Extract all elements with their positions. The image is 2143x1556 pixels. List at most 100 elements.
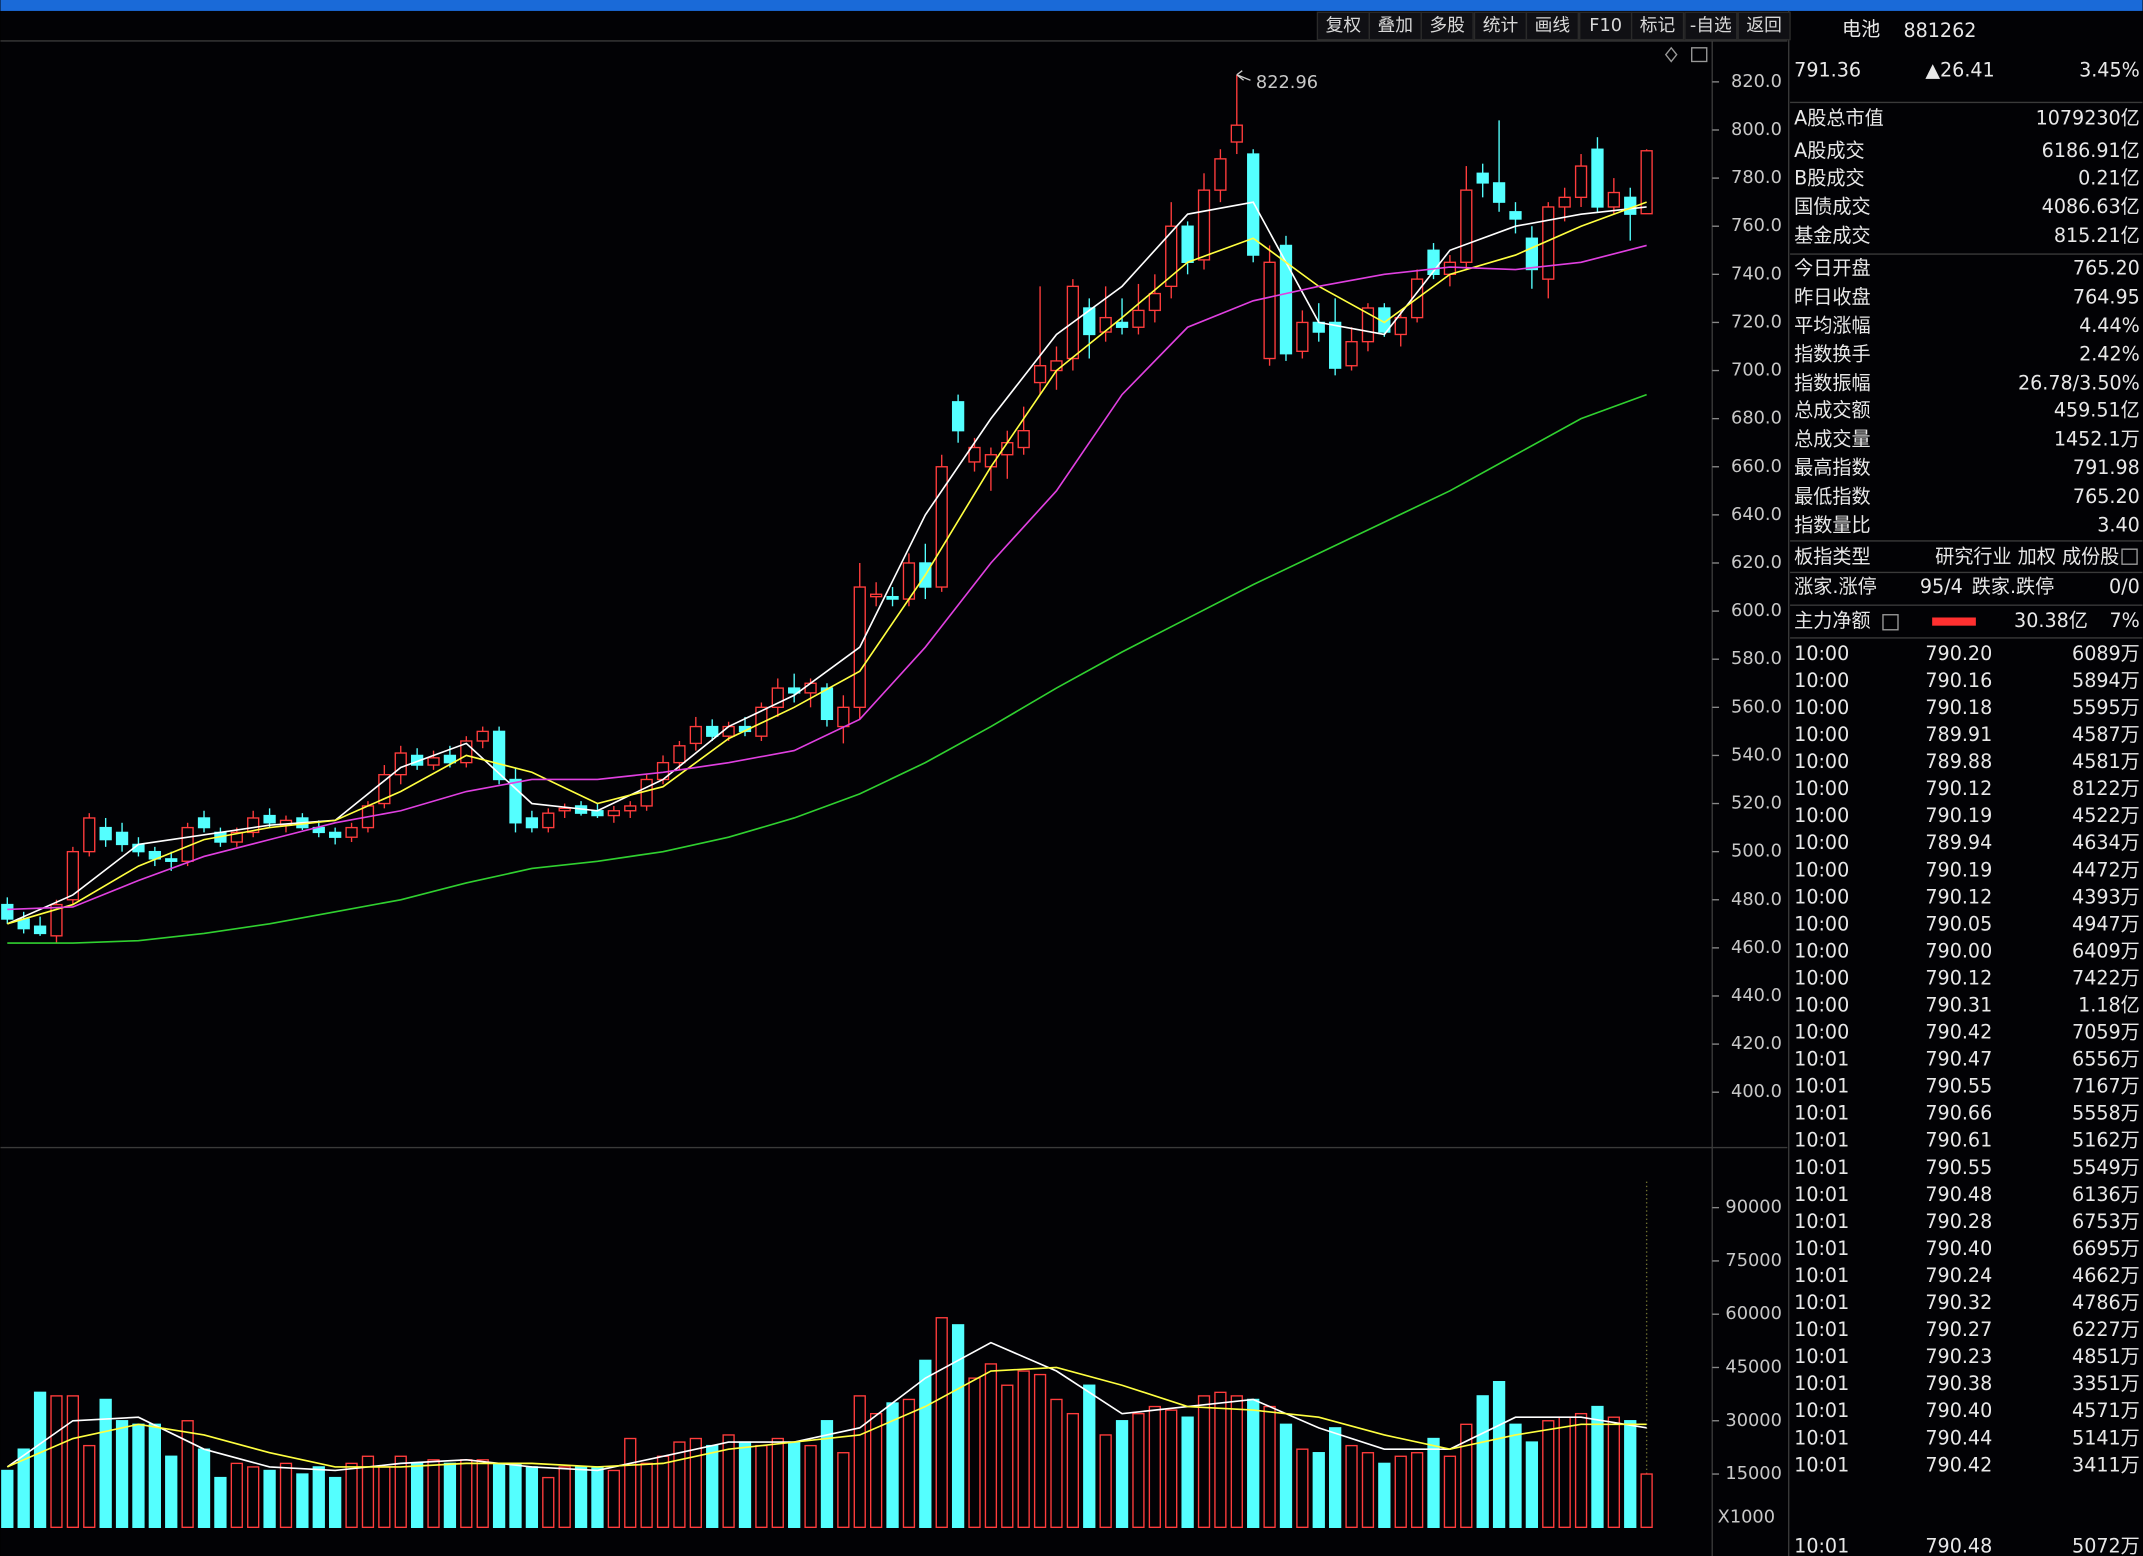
- board-icon[interactable]: [2121, 548, 2138, 565]
- breadth-up: 95/4: [1920, 575, 1963, 598]
- candle-body: [329, 831, 342, 838]
- tick-price: 790.31: [1925, 994, 1992, 1017]
- stat-label: 指数量比: [1794, 513, 1870, 536]
- candle-body: [1525, 237, 1539, 271]
- tick-time: 10:01: [1794, 1399, 1849, 1422]
- volume-bar: [1001, 1384, 1014, 1528]
- volume-bar: [492, 1462, 506, 1528]
- volume-bar: [1361, 1452, 1375, 1528]
- toolbar-button[interactable]: 返回: [1746, 15, 1782, 36]
- candle-body: [722, 725, 735, 737]
- volume-bar: [394, 1455, 407, 1528]
- candle-body: [869, 593, 883, 598]
- candle-body: [1558, 196, 1571, 208]
- toolbar-button[interactable]: 画线: [1535, 15, 1571, 36]
- stat-value: 791.98: [2073, 456, 2140, 479]
- toolbar-button[interactable]: F10: [1589, 16, 1622, 36]
- toolbar-button-bg[interactable]: [1579, 11, 1633, 41]
- toolbar-button-bg[interactable]: [1737, 11, 1791, 41]
- toolbar-button-bg[interactable]: [1420, 11, 1474, 41]
- flow-pct: 7%: [2109, 609, 2139, 632]
- board-label: 板指类型: [1794, 545, 1870, 568]
- volume-bar: [279, 1462, 293, 1528]
- volume-bar: [263, 1469, 276, 1528]
- volume-bar: [378, 1466, 391, 1528]
- stat-value: 1079230亿: [2036, 106, 2140, 129]
- moving-average-line: [7, 201, 1647, 925]
- y-tick-label: 740.0: [1731, 264, 1782, 284]
- stat-label: A股总市值: [1794, 106, 1884, 129]
- quote-panel: 电池 881262 791.36 ▲26.41 3.45% A股总市值 1079230亿 A股…: [1790, 18, 2143, 1556]
- volume-bar: [1115, 1420, 1129, 1528]
- candle-body: [99, 826, 112, 841]
- toolbar-button[interactable]: 标记: [1640, 15, 1676, 36]
- volume-bar: [509, 1462, 522, 1528]
- tick-volume: 3351万: [2072, 1372, 2140, 1395]
- candle-body: [197, 817, 211, 829]
- volume-bar: [771, 1437, 784, 1528]
- candle-body: [1509, 211, 1522, 220]
- volume-bar: [476, 1459, 489, 1528]
- tick-time: 10:01: [1794, 1426, 1849, 1449]
- toolbar-button[interactable]: 叠加: [1378, 15, 1414, 36]
- volume-bar: [542, 1476, 555, 1528]
- volume-bar: [1312, 1452, 1325, 1528]
- high-annotation: 822.96: [1256, 73, 1318, 93]
- candle-body: [66, 850, 80, 901]
- volume-bar: [673, 1441, 686, 1528]
- toolbar-button[interactable]: 统计: [1483, 15, 1519, 36]
- candle-body: [755, 706, 768, 737]
- tick-volume: 5141万: [2072, 1426, 2140, 1449]
- volume-bar: [1, 1469, 14, 1528]
- candle-body: [1296, 321, 1309, 352]
- tick-price: 790.23: [1925, 1345, 1992, 1368]
- change-pct: 3.45%: [2079, 59, 2140, 82]
- stat-label: 基金成交: [1794, 224, 1870, 247]
- tick-volume: 4851万: [2072, 1345, 2140, 1368]
- toolbar-button-bg[interactable]: [1630, 11, 1685, 41]
- toolbar-button[interactable]: 多股: [1429, 15, 1465, 36]
- volume-bar: [1083, 1384, 1096, 1528]
- flow-icon[interactable]: [1882, 614, 1899, 631]
- tick-price: 790.47: [1925, 1048, 1992, 1071]
- tick-price: 790.32: [1925, 1291, 1992, 1314]
- stat-value: 459.51亿: [2054, 399, 2140, 422]
- toolbar-button[interactable]: 复权: [1326, 15, 1362, 36]
- volume-bar: [902, 1398, 916, 1528]
- candle-body: [509, 778, 522, 824]
- moving-average-line: [6, 201, 1647, 925]
- toolbar-button-bg[interactable]: [1473, 11, 1528, 41]
- candle-body: [1427, 249, 1440, 276]
- y-tick-label: 45000: [1725, 1357, 1781, 1377]
- toolbar-button-bg[interactable]: [1684, 11, 1738, 41]
- volume-bar: [1050, 1398, 1063, 1528]
- tick-volume: 4587万: [2072, 723, 2140, 746]
- y-tick-label: 540.0: [1731, 745, 1782, 765]
- toolbar-button[interactable]: -自选: [1690, 15, 1732, 36]
- tick-price: 790.16: [1925, 669, 1992, 692]
- candle-body: [1197, 189, 1211, 261]
- volume-bar: [1099, 1434, 1112, 1528]
- breadth-up-label: 涨家.涨停: [1794, 575, 1877, 598]
- y-tick-label: 620.0: [1731, 553, 1782, 573]
- tick-price: 790.40: [1925, 1237, 1992, 1260]
- toolbar-button-bg[interactable]: [1525, 11, 1580, 41]
- candle-body: [247, 817, 260, 834]
- toolbar-button-bg[interactable]: [1368, 11, 1422, 41]
- tick-volume: 4581万: [2072, 750, 2140, 773]
- tick-time: 10:00: [1794, 642, 1849, 665]
- volume-bar: [689, 1437, 702, 1528]
- volume-bar: [1460, 1423, 1473, 1528]
- stat-label: 指数换手: [1794, 343, 1870, 366]
- volume-bar: [410, 1462, 424, 1528]
- tick-volume: 8122万: [2072, 777, 2140, 800]
- candle-body: [1132, 309, 1145, 328]
- candle-body: [1279, 244, 1293, 355]
- tick-time: 10:01: [1794, 1534, 1849, 1556]
- candle-body: [558, 807, 571, 812]
- y-tick-label: 520.0: [1731, 794, 1782, 814]
- candle-body: [115, 831, 129, 846]
- volume-bar: [148, 1423, 161, 1528]
- candle-body: [837, 706, 850, 728]
- tick-price: 790.42: [1925, 1021, 1992, 1044]
